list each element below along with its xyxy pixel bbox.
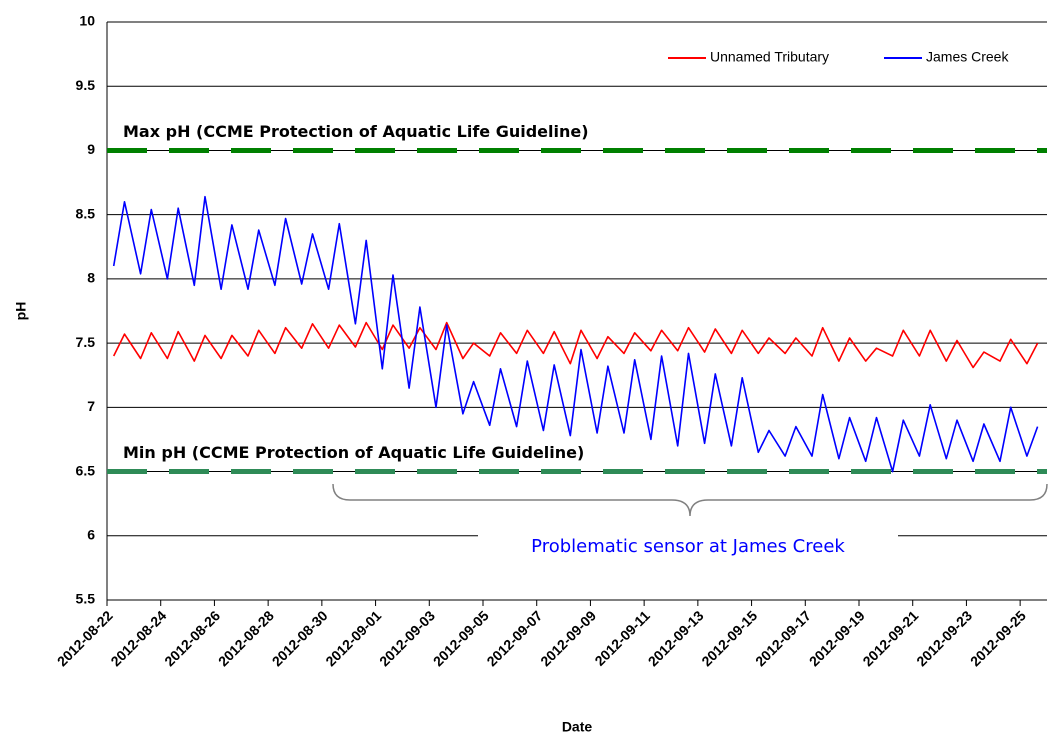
annotation-brace [332,483,1048,517]
x-tick-label: 2012-09-05 [430,607,492,669]
legend-label: James Creek [926,49,1009,65]
x-tick-label: 2012-09-21 [859,607,921,669]
x-tick-label: 2012-09-07 [483,607,545,669]
x-tick-label: 2012-08-24 [107,607,169,669]
y-tick-label: 6 [87,526,95,542]
annotation: Problematic sensor at James Creek [531,536,845,557]
x-tick-label: 2012-08-26 [161,607,223,669]
x-tick-label: 2012-09-19 [806,607,868,669]
reference-label: Min pH (CCME Protection of Aquatic Life … [123,443,584,462]
series-line [112,321,1039,369]
y-tick-label: 7.5 [76,334,96,350]
y-tick-label: 9 [87,141,95,157]
y-axis-title: pH [13,302,29,321]
x-tick-label: 2012-08-28 [215,607,277,669]
x-tick-label: 2012-09-17 [752,607,814,669]
y-tick-label: 10 [79,13,95,29]
y-tick-label: 6.5 [76,462,96,478]
x-tick-label: 2012-09-25 [967,607,1029,669]
x-tick-label: 2012-08-30 [269,607,331,669]
reference-label: Max pH (CCME Protection of Aquatic Life … [123,122,589,141]
x-axis-title: Date [562,719,593,735]
x-tick-label: 2012-09-11 [591,607,653,669]
y-tick-label: 9.5 [76,77,96,93]
series-line [112,195,1039,473]
legend-label: Unnamed Tributary [710,49,829,65]
y-tick-label: 5.5 [76,591,96,607]
y-tick-label: 8 [87,270,95,286]
x-tick-label: 2012-09-13 [645,607,707,669]
x-tick-label: 2012-09-23 [913,607,975,669]
y-tick-label: 7 [87,398,95,414]
annotation-bg [478,530,898,562]
x-tick-label: 2012-08-22 [54,607,116,669]
y-tick-label: 8.5 [76,205,96,221]
x-tick-label: 2012-09-09 [537,607,599,669]
x-tick-label: 2012-09-01 [322,607,384,669]
x-tick-label: 2012-09-15 [698,607,760,669]
x-tick-label: 2012-09-03 [376,607,438,669]
